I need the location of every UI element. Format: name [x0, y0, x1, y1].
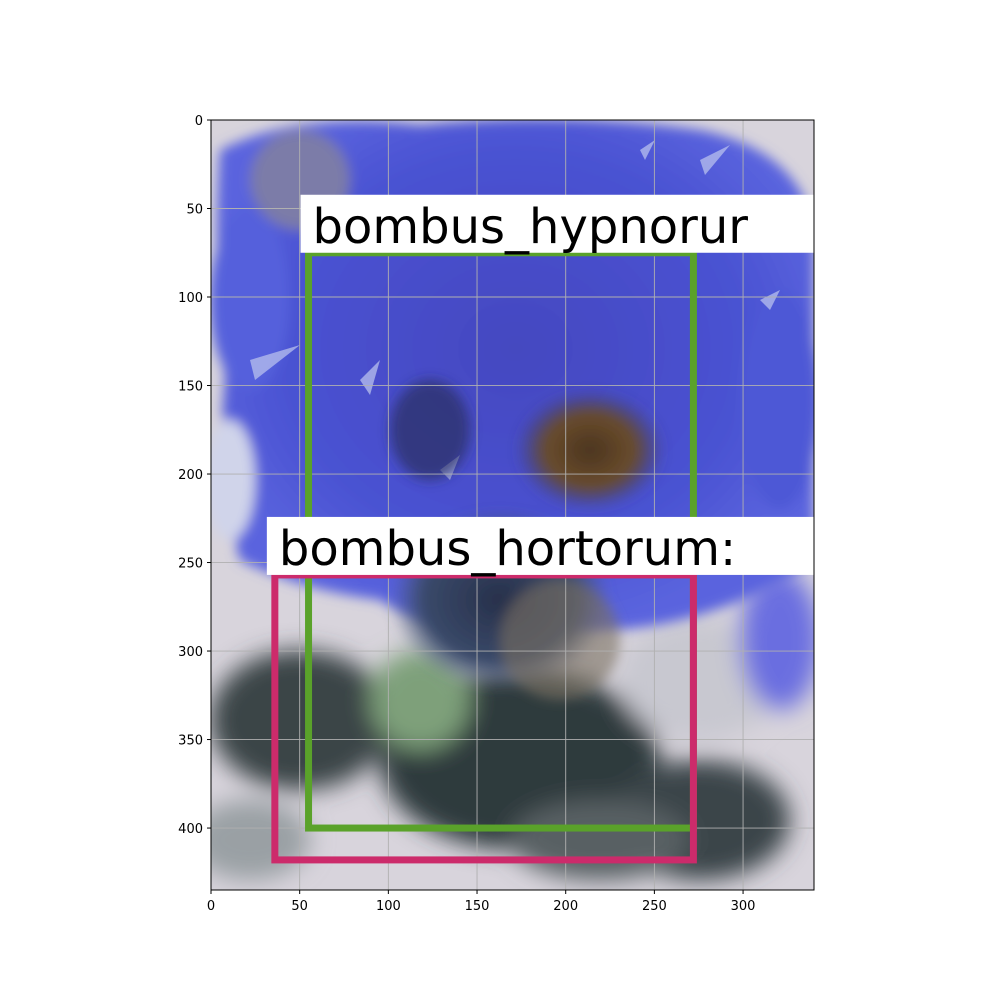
y-tick-label: 150 [178, 380, 203, 395]
x-tick-label: 50 [291, 899, 308, 914]
detection-label: bombus_hortorum: [279, 521, 736, 577]
x-axis: 0 50 100 150 200 250 300 [207, 890, 756, 914]
detection-label: bombus_hypnorur [313, 199, 749, 255]
label-background [266, 516, 814, 575]
y-tick-label: 350 [178, 734, 203, 749]
detection-0: bombus_hypnorur [300, 194, 814, 832]
x-tick-label: 250 [642, 899, 667, 914]
y-tick-label: 200 [178, 468, 203, 483]
axes-frame [210, 119, 815, 891]
y-tick-label: 100 [178, 291, 203, 306]
x-tick-label: 300 [731, 899, 756, 914]
x-tick-label: 0 [207, 899, 215, 914]
label-background [300, 194, 814, 253]
y-tick-label: 0 [195, 114, 203, 129]
y-tick-label: 50 [186, 203, 203, 218]
y-tick-label: 300 [178, 645, 203, 660]
detection-layer: bombus_hypnorur bombus_hortorum: [266, 194, 814, 864]
y-tick-label: 250 [178, 557, 203, 572]
y-axis: 0 50 100 150 200 250 300 350 400 [178, 114, 211, 837]
x-tick-label: 200 [553, 899, 578, 914]
y-tick-label: 400 [178, 822, 203, 837]
x-tick-label: 100 [376, 899, 401, 914]
x-tick-label: 150 [465, 899, 490, 914]
detection-1: bombus_hortorum: [266, 516, 814, 864]
